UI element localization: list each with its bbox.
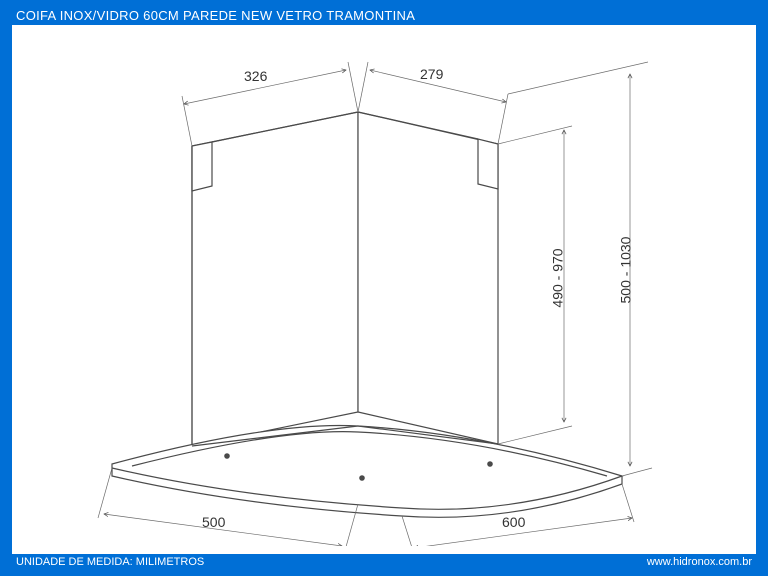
units-label: UNIDADE DE MEDIDA: MILIMETROS bbox=[16, 556, 204, 568]
technical-drawing bbox=[12, 26, 756, 546]
dim-height-inner: 490 - 970 bbox=[550, 248, 566, 307]
dim-top-left: 326 bbox=[244, 68, 267, 84]
dim-height-outer: 500 - 1030 bbox=[617, 237, 633, 304]
source-url: www.hidronox.com.br bbox=[647, 556, 752, 568]
chimney-body bbox=[192, 112, 498, 446]
diagram-frame: COIFA INOX/VIDRO 60CM PAREDE NEW VETRO T… bbox=[0, 0, 768, 576]
glass-base bbox=[112, 425, 622, 517]
dim-top-right: 279 bbox=[420, 66, 443, 82]
drawing-canvas: 326 279 490 - 970 500 - 1030 500 600 bbox=[12, 26, 756, 550]
product-title: COIFA INOX/VIDRO 60CM PAREDE NEW VETRO T… bbox=[16, 8, 415, 23]
dim-base-right: 600 bbox=[502, 514, 525, 530]
footer-bar: UNIDADE DE MEDIDA: MILIMETROS www.hidron… bbox=[12, 554, 756, 568]
dim-base-left: 500 bbox=[202, 514, 225, 530]
header-bar: COIFA INOX/VIDRO 60CM PAREDE NEW VETRO T… bbox=[12, 8, 756, 25]
